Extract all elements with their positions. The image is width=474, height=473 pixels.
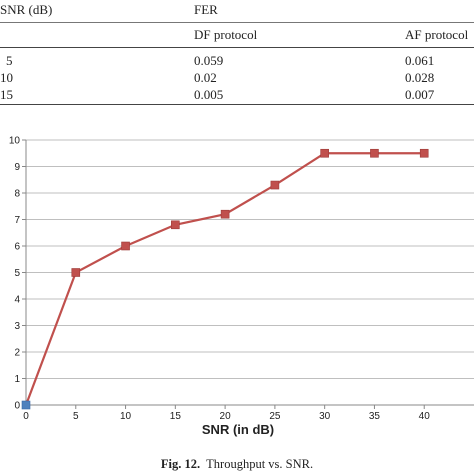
y-tick-label: 0: [14, 401, 20, 412]
x-tick-label: 5: [73, 411, 79, 422]
y-tick-label: 10: [9, 136, 21, 147]
x-tick-label: 30: [319, 411, 331, 422]
x-tick-label: 40: [419, 411, 431, 422]
fer-table: SNR (dB) FER DF protocol AF protocol 5 0…: [0, 0, 474, 110]
caption-label: Fig. 12.: [160, 457, 201, 471]
y-tick-label: 4: [14, 295, 20, 306]
x-tick-labels: 0 5 10 15 20 25 30 35 40: [23, 411, 430, 422]
table-header-snr: SNR (dB): [0, 2, 53, 17]
table-header-af: AF protocol: [405, 27, 469, 42]
table-cell-df: 0.059: [194, 53, 224, 68]
chart-grid: [26, 139, 474, 379]
y-tick-labels: 0 1 2 3 4 5 6 7 8 9 10: [9, 136, 21, 412]
header-divider: [0, 22, 474, 23]
table-cell-snr: 5: [6, 53, 13, 68]
table-cell-snr: 15: [0, 87, 13, 102]
chart-axes: [22, 139, 474, 409]
x-tick-label: 20: [220, 411, 232, 422]
x-tick-label: 15: [170, 411, 182, 422]
subheader-divider: [0, 47, 474, 48]
table-cell-df: 0.02: [194, 70, 217, 85]
data-point: [419, 148, 429, 158]
data-point: [220, 209, 230, 219]
data-point: [370, 148, 379, 158]
data-point: [21, 400, 31, 410]
table-cell-af: 0.028: [405, 70, 435, 85]
x-axis-label: SNR (in dB): [202, 422, 274, 437]
y-tick-label: 9: [14, 162, 20, 173]
table-cell-df: 0.005: [194, 87, 224, 102]
data-point: [121, 241, 130, 251]
y-tick-label: 2: [14, 348, 20, 359]
table-header-fer: FER: [194, 2, 218, 17]
data-point: [171, 220, 180, 230]
x-tick-label: 25: [269, 411, 281, 422]
series-layer: [21, 148, 429, 410]
table-cell-snr: 10: [0, 70, 13, 85]
y-tick-label: 1: [14, 374, 20, 385]
y-tick-label: 8: [14, 189, 20, 200]
x-tick-label: 0: [23, 411, 29, 422]
throughput-chart: 0 1 2 3 4 5 6 7 8 9 10 0 5 10 15 20 25 30 35 40 SNR (in dB…: [9, 136, 474, 437]
x-tick-label: 10: [120, 411, 132, 422]
y-tick-label: 5: [14, 268, 20, 279]
data-point: [270, 180, 280, 190]
table-cell-af: 0.061: [405, 53, 435, 68]
table-cell-af: 0.007: [405, 87, 435, 102]
y-tick-label: 3: [14, 321, 20, 332]
data-point: [320, 148, 329, 158]
data-point: [71, 268, 81, 277]
table-header-df: DF protocol: [194, 27, 258, 42]
figure-caption: Fig. 12. Throughput vs. SNR.: [0, 457, 474, 472]
y-tick-label: 6: [14, 242, 20, 253]
series-line: [24, 152, 425, 406]
caption-text: Throughput vs. SNR.: [206, 457, 314, 471]
x-tick-label: 35: [369, 411, 381, 422]
y-tick-label: 7: [14, 215, 20, 226]
table-bottom-rule: [0, 104, 474, 105]
